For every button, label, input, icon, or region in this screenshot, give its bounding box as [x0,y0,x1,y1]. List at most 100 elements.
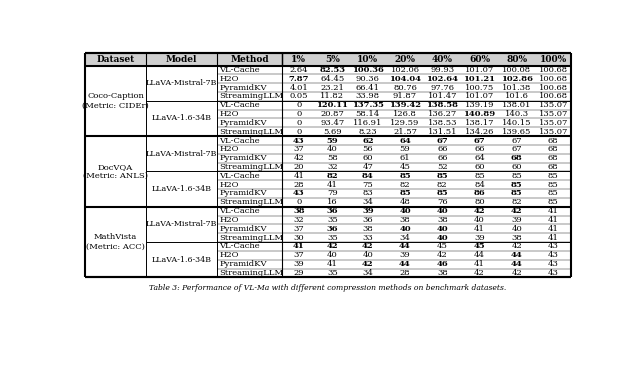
Text: 82: 82 [511,198,522,206]
Text: 136.27: 136.27 [428,110,457,118]
Text: 85: 85 [548,172,559,180]
Text: 100.68: 100.68 [539,75,568,83]
Text: 58: 58 [327,154,338,162]
Text: VL-Cache: VL-Cache [220,136,260,144]
Text: 59: 59 [399,146,410,154]
Text: 99.93: 99.93 [430,66,454,74]
Text: 62: 62 [362,136,374,144]
Text: 131.51: 131.51 [428,128,457,136]
Text: 40: 40 [436,234,448,242]
Bar [85,53,571,66]
Text: 44: 44 [474,251,485,259]
Text: 41: 41 [548,225,559,233]
Text: 100.68: 100.68 [539,92,568,100]
Text: 5.69: 5.69 [323,128,342,136]
Text: 41: 41 [548,234,559,242]
Bar [85,66,146,136]
Text: 104.04: 104.04 [389,75,421,83]
Bar [218,110,571,118]
Text: 20: 20 [294,163,304,171]
Text: 100.36: 100.36 [352,66,384,74]
Text: 66.41: 66.41 [356,84,380,92]
Bar [218,242,571,251]
Text: 43: 43 [293,189,305,197]
Text: 68: 68 [548,163,559,171]
Bar [146,207,218,242]
Text: 139.65: 139.65 [502,128,531,136]
Text: 35: 35 [327,216,338,224]
Bar [85,136,146,207]
Text: StreamingLLM: StreamingLLM [220,163,284,171]
Text: 1%: 1% [291,55,307,64]
Text: 80.76: 80.76 [393,84,417,92]
Text: 33: 33 [362,234,373,242]
Text: 38: 38 [399,216,410,224]
Text: 21.57: 21.57 [393,128,417,136]
Text: 47: 47 [362,163,373,171]
Text: 101.47: 101.47 [428,92,457,100]
Text: 42: 42 [362,243,374,251]
Text: 36: 36 [326,207,338,215]
Text: StreamingLLM: StreamingLLM [220,269,284,277]
Text: 82: 82 [326,172,338,180]
Text: 45: 45 [399,163,410,171]
Text: 20%: 20% [394,55,415,64]
Bar [218,118,571,127]
Text: DocVQA
(Metric: ANLS): DocVQA (Metric: ANLS) [83,163,148,180]
Text: PyramidKV: PyramidKV [220,119,267,127]
Bar [218,74,571,83]
Text: 137.35: 137.35 [352,101,384,109]
Text: 41: 41 [293,243,305,251]
Text: 42: 42 [511,269,522,277]
Text: 68: 68 [548,146,559,154]
Text: 40%: 40% [432,55,452,64]
Text: 42: 42 [511,207,522,215]
Text: 85: 85 [548,198,559,206]
Text: 140.3: 140.3 [505,110,529,118]
Text: 39: 39 [293,260,304,268]
Bar [218,136,571,145]
Text: LLaVA-Mistral-7B: LLaVA-Mistral-7B [146,79,218,87]
Text: H2O: H2O [220,110,239,118]
Text: 29: 29 [294,269,304,277]
Text: 66: 66 [474,146,484,154]
Text: 68: 68 [548,136,559,144]
Text: 101.21: 101.21 [463,75,495,83]
Text: VL-Cache: VL-Cache [220,207,260,215]
Text: 40: 40 [474,216,485,224]
Text: 60: 60 [474,163,484,171]
Text: 64: 64 [399,136,411,144]
Text: 42: 42 [474,269,485,277]
Text: 44: 44 [511,251,523,259]
Text: 16: 16 [327,198,338,206]
Text: H2O: H2O [220,146,239,154]
Text: 41: 41 [293,172,304,180]
Bar [146,172,218,207]
Text: 60: 60 [511,163,522,171]
Text: 140.15: 140.15 [502,119,531,127]
Bar [218,198,571,207]
Text: 85: 85 [474,172,485,180]
Text: 84: 84 [474,181,485,189]
Text: 39: 39 [474,234,485,242]
Text: H2O: H2O [220,251,239,259]
Bar [218,233,571,242]
Text: 138.53: 138.53 [428,119,457,127]
Text: 32: 32 [294,216,304,224]
Text: 42: 42 [511,243,522,251]
Text: 28: 28 [294,181,304,189]
Text: 66: 66 [437,146,447,154]
Text: 39: 39 [511,216,522,224]
Text: 84: 84 [362,172,374,180]
Bar [146,136,218,172]
Text: 135.07: 135.07 [538,119,568,127]
Bar [218,163,571,172]
Text: 101.07: 101.07 [465,66,494,74]
Text: 85: 85 [511,172,522,180]
Text: 59: 59 [326,136,338,144]
Text: 140.89: 140.89 [463,110,495,118]
Text: 41: 41 [474,225,485,233]
Text: 68: 68 [548,154,559,162]
Text: PyramidKV: PyramidKV [220,225,267,233]
Text: 52: 52 [437,163,447,171]
